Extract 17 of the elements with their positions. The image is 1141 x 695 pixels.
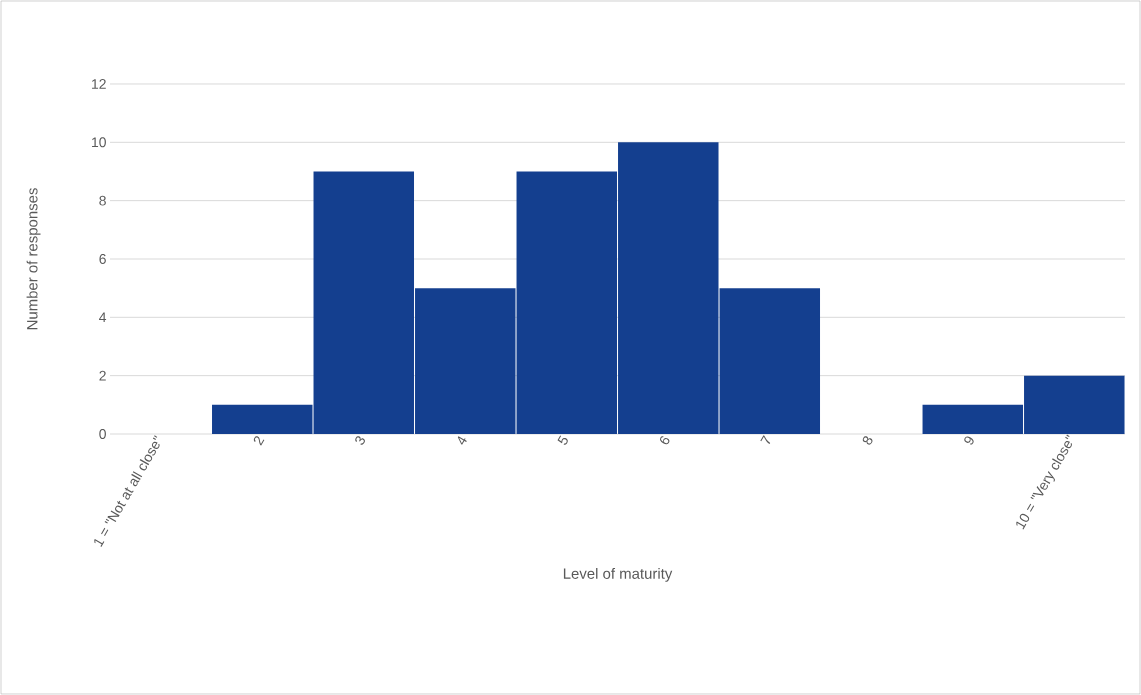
y-tick-label: 12 [92, 79, 106, 89]
x-axis-title: Level of maturity [563, 567, 673, 582]
y-tick-label: 2 [99, 370, 106, 381]
y-tick-label: 8 [99, 195, 106, 206]
x-tick-label: 6 [659, 436, 670, 445]
x-tick-label: 5 [557, 435, 568, 445]
y-tick-label: 4 [99, 312, 107, 323]
y-axis-title: Number of responses [26, 188, 41, 330]
x-tick-label: 9 [964, 436, 974, 445]
x-tick-label: 4 [457, 436, 467, 445]
y-tick-label: 10 [92, 137, 106, 148]
y-tick-label: 0 [99, 429, 106, 439]
x-tick-label: 7 [760, 435, 771, 444]
x-tick-label: 2 [253, 436, 265, 446]
y-tick-label: 6 [99, 254, 106, 264]
x-tick-label: 8 [862, 436, 873, 445]
x-tick-label: 3 [355, 436, 365, 445]
